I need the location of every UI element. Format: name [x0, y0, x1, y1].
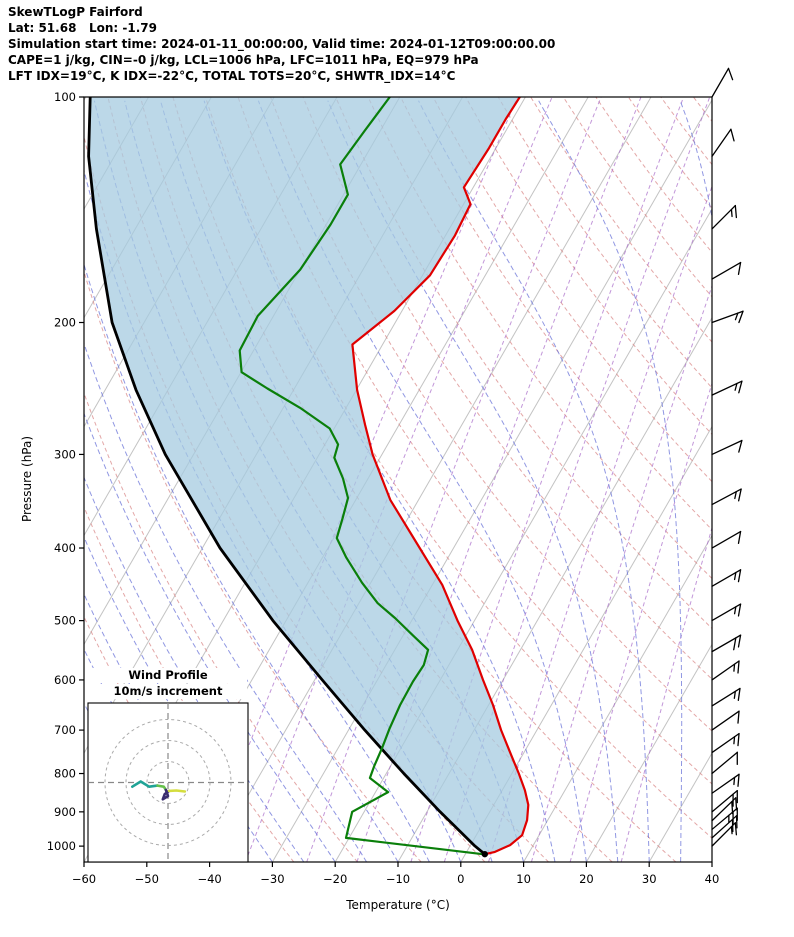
mixing-ratio-line — [569, 382, 712, 862]
y-tick-label: 800 — [54, 767, 76, 781]
dry-adiabat-line — [693, 97, 712, 123]
dry-adiabat-line — [237, 97, 712, 785]
mixing-ratio-line — [443, 97, 711, 862]
isotherm-line — [711, 860, 712, 862]
isotherm-line — [585, 643, 712, 862]
y-tick-label: 200 — [54, 316, 76, 330]
hodograph-ring — [146, 761, 190, 804]
x-tick-label: 40 — [705, 872, 720, 886]
dewpoint-line — [238, 97, 484, 856]
hodograph-trace — [167, 789, 187, 793]
dry-adiabat-line — [204, 97, 712, 839]
mixing-ratio-line — [356, 97, 642, 862]
dry-adiabat-line — [530, 97, 712, 343]
valid-time-line: Simulation start time: 2024-01-11_00:00:… — [8, 37, 556, 51]
y-axis-label: Pressure (hPa) — [20, 435, 34, 523]
x-tick-label: −30 — [260, 872, 284, 886]
dry-adiabat-line — [465, 97, 712, 436]
stability-indices-line: LFT IDX=19°C, K IDX=-22°C, TOTAL TOTS=20… — [8, 69, 456, 83]
moist-adiabat-line — [538, 100, 683, 862]
isotherm-line — [460, 425, 712, 862]
dry-adiabat-line — [497, 97, 712, 389]
isotherm-line — [209, 97, 652, 862]
y-tick-label: 600 — [54, 673, 76, 687]
dry-adiabat-line — [302, 97, 712, 680]
x-tick-label: −20 — [323, 872, 347, 886]
moist-adiabat-line — [84, 342, 368, 862]
dry-adiabat-line — [270, 97, 712, 732]
surface-marker — [481, 850, 488, 858]
wind-barbs — [711, 67, 744, 847]
location-line: Lat: 51.68 Lon: -1.79 — [8, 21, 157, 35]
dry-adiabat-line — [367, 97, 712, 580]
y-tick-label: 900 — [54, 805, 76, 819]
x-tick-label: −60 — [72, 872, 96, 886]
temperature-line — [351, 97, 530, 856]
mixing-ratio-line — [488, 184, 712, 862]
dry-adiabat-line — [172, 97, 677, 862]
isotherm-line — [271, 99, 712, 862]
dry-adiabat-line — [84, 391, 358, 862]
y-tick-label: 500 — [54, 614, 76, 628]
x-tick-label: −40 — [197, 872, 221, 886]
moist-adiabat-line — [84, 412, 336, 862]
x-axis-label: Temperature (°C) — [346, 898, 450, 912]
y-tick-label: 300 — [54, 447, 76, 461]
y-tick-label: 1000 — [47, 839, 76, 853]
cape-indices-line: CAPE=1 j/kg, CIN=-0 j/kg, LCL=1006 hPa, … — [8, 53, 479, 67]
isotherm-line — [523, 534, 712, 862]
parcel-line — [87, 97, 486, 856]
x-tick-label: 30 — [642, 872, 657, 886]
y-tick-label: 400 — [54, 541, 76, 555]
figure-title: SkewTLogP Fairford — [8, 5, 143, 19]
moist-adiabat-line — [679, 100, 712, 862]
isotherm-line — [84, 97, 87, 102]
y-tick-label: 700 — [54, 723, 76, 737]
hodograph-ring — [125, 740, 211, 825]
hodograph-inset — [87, 702, 249, 863]
x-tick-label: 10 — [516, 872, 531, 886]
x-tick-label: 20 — [579, 872, 594, 886]
mixing-ratio-line — [530, 284, 712, 862]
hodograph-ring — [104, 719, 232, 846]
dry-adiabat-line — [84, 505, 295, 862]
isotherm-line — [648, 752, 712, 862]
mixing-ratio-line — [306, 97, 602, 862]
dry-adiabat-line — [595, 97, 712, 254]
x-tick-label: 0 — [457, 872, 464, 886]
dry-adiabat-line — [400, 97, 712, 531]
y-tick-label: 100 — [54, 90, 76, 104]
hodograph-subtitle: 10m/s increment — [89, 684, 247, 699]
x-tick-label: −10 — [386, 872, 410, 886]
hodograph-trace — [161, 788, 171, 801]
x-tick-label: −50 — [135, 872, 159, 886]
moist-adiabat-line — [418, 100, 650, 862]
dry-adiabat-line — [660, 97, 712, 166]
hodograph-trace — [131, 780, 159, 789]
hodograph-title: Wind Profile — [89, 668, 247, 683]
